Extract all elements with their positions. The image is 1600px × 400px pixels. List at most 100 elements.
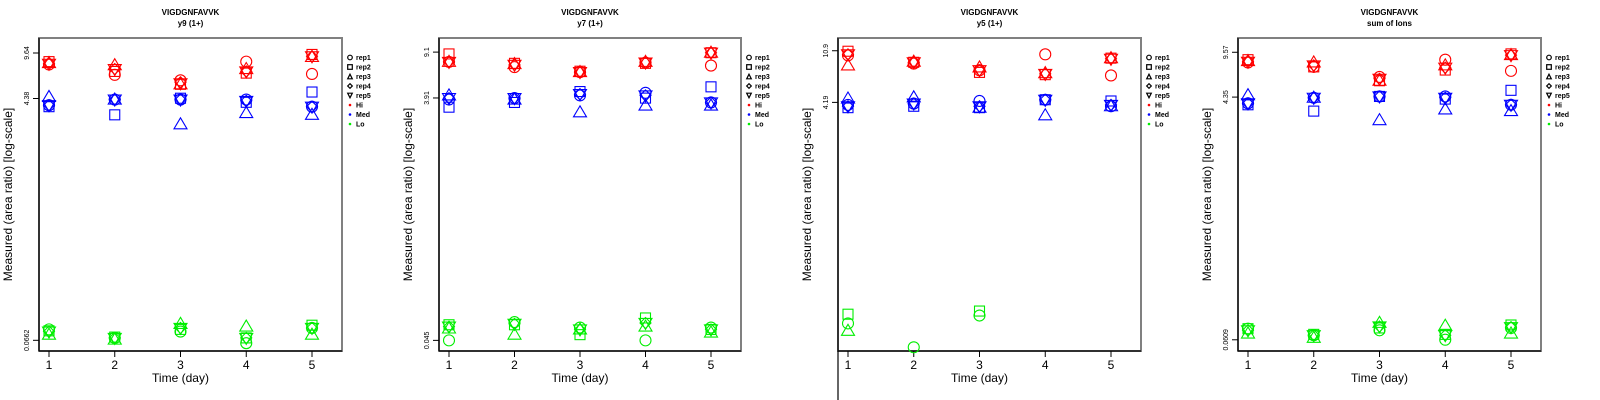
data-point-hi-rep5 — [972, 65, 987, 78]
data-point-med-rep2 — [109, 109, 121, 121]
legend-dot-icon — [1547, 113, 1551, 116]
data-points — [441, 45, 719, 347]
plot-frame — [1237, 37, 1542, 352]
chart-subtitle: y7 (1+) — [577, 19, 603, 28]
data-point-med-rep5 — [638, 90, 653, 103]
y-axis-label: Measured (area ratio) [log-scale] — [401, 108, 415, 281]
data-point-med-rep5 — [304, 101, 320, 115]
legend-symbol-rep3 — [346, 72, 354, 80]
data-point-lo-rep5 — [41, 326, 57, 340]
square-icon — [746, 64, 752, 70]
chart-title: VIGDGNFAVVK — [162, 8, 220, 17]
data-point-med-rep3 — [572, 104, 588, 118]
data-point-lo-rep5 — [703, 324, 719, 338]
legend-label: rep4 — [755, 84, 770, 91]
data-point-hi-rep3 — [572, 64, 588, 78]
legend-label: rep5 — [755, 93, 770, 100]
data-point-lo-rep3 — [1437, 318, 1453, 331]
x-tick-label: 2 — [1310, 358, 1317, 372]
data-point-med-rep3 — [1306, 90, 1322, 103]
data-point-med-rep2 — [639, 92, 652, 104]
legend-label: Med — [356, 112, 370, 119]
legend-label: rep5 — [1555, 93, 1570, 100]
data-point-med-rep2 — [705, 81, 717, 93]
data-point-hi-rep5 — [238, 66, 254, 80]
data-point-hi-rep2 — [842, 45, 854, 57]
data-point-hi-rep5 — [173, 78, 188, 91]
data-point-hi-rep5 — [1372, 73, 1387, 87]
y-tick-label: 0.045 — [424, 332, 431, 350]
legend-dot-icon — [747, 103, 751, 107]
triangle-up-icon — [1145, 72, 1153, 80]
legend-dot-icon — [1147, 103, 1151, 107]
data-point-med-rep5 — [107, 94, 123, 108]
legend-symbol-rep1 — [347, 54, 353, 61]
data-point-lo-rep1 — [639, 334, 652, 347]
chart-panel-4: VIGDGNFAVVK sum of Ions 1 2 3 4 5 9.57 4.35 0.060… — [1200, 8, 1570, 385]
legend-label: rep4 — [1555, 84, 1570, 91]
data-point-lo-rep5 — [1306, 330, 1322, 343]
circle-icon — [1146, 54, 1152, 61]
data-point-med-rep5 — [173, 94, 188, 108]
data-point-med-rep5 — [972, 101, 987, 114]
data-point-med-rep3 — [107, 91, 123, 105]
y-tick-label: 9.1 — [424, 47, 431, 57]
data-point-hi-rep3 — [1437, 57, 1453, 71]
triangle-down-icon — [1545, 92, 1553, 100]
data-point-hi-rep1 — [1504, 64, 1518, 77]
data-point-hi-rep5 — [703, 47, 719, 61]
legend: rep1 rep2 rep3 rep4 rep5 Hi Med Lo — [745, 54, 770, 129]
data-points — [840, 45, 1119, 354]
legend-label: rep2 — [356, 65, 371, 72]
diamond-icon — [745, 82, 753, 90]
data-point-med-rep2 — [1505, 84, 1517, 96]
legend-label: rep3 — [356, 74, 371, 81]
data-point-med-rep3 — [238, 105, 254, 119]
circle-icon — [746, 54, 752, 61]
legend-label: Hi — [755, 103, 762, 110]
y-tick-label: 9.57 — [1223, 45, 1230, 59]
data-point-hi-rep1 — [1039, 48, 1052, 61]
data-point-med-rep1 — [973, 94, 986, 108]
plot-frame — [438, 37, 742, 352]
data-point-lo-rep5 — [638, 317, 653, 331]
x-tick-label: 2 — [910, 358, 917, 372]
data-point-lo-rep3 — [304, 327, 320, 340]
data-point-lo-rep5 — [1372, 321, 1387, 335]
legend-label: rep3 — [1155, 74, 1170, 81]
data-point-lo-rep1 — [841, 317, 855, 330]
x-tick-label: 1 — [1245, 358, 1252, 372]
x-axis-label: Time (day) — [1351, 371, 1408, 385]
x-tick-label: 3 — [1376, 358, 1383, 372]
data-point-med-rep5 — [1240, 98, 1256, 111]
legend-dot-icon — [348, 103, 352, 107]
data-point-med-rep5 — [1037, 94, 1053, 108]
legend-dot-icon — [1147, 113, 1151, 116]
legend-label: Lo — [755, 122, 764, 129]
y-tick-label: 0.0609 — [1223, 329, 1230, 351]
x-tick-label: 2 — [511, 358, 518, 372]
legend-symbol-rep1 — [746, 54, 752, 61]
data-point-hi-rep5 — [1306, 60, 1322, 73]
legend-symbol-rep5 — [745, 92, 753, 100]
legend-label: Hi — [356, 103, 363, 110]
x-tick-label: 4 — [642, 358, 649, 372]
legend-dot-icon — [1547, 103, 1551, 107]
square-icon — [347, 64, 353, 70]
data-point-hi-rep5 — [1240, 56, 1256, 70]
legend-symbol-rep3 — [1545, 72, 1553, 80]
legend-label: rep3 — [755, 74, 770, 81]
y-tick-label: 10.9 — [823, 44, 830, 58]
data-point-hi-rep3 — [840, 57, 856, 71]
legend-symbol-rep5 — [1145, 92, 1153, 100]
y-tick-label: 4.38 — [24, 92, 31, 106]
legend-label: Med — [1155, 112, 1169, 119]
data-point-med-rep5 — [572, 89, 588, 102]
legend-symbol-rep5 — [1545, 92, 1553, 100]
x-tick-label: 3 — [976, 358, 983, 372]
legend-label: Hi — [1155, 103, 1162, 110]
data-point-med-rep5 — [238, 95, 254, 109]
square-icon — [1546, 64, 1552, 70]
legend-label: rep1 — [356, 55, 371, 62]
